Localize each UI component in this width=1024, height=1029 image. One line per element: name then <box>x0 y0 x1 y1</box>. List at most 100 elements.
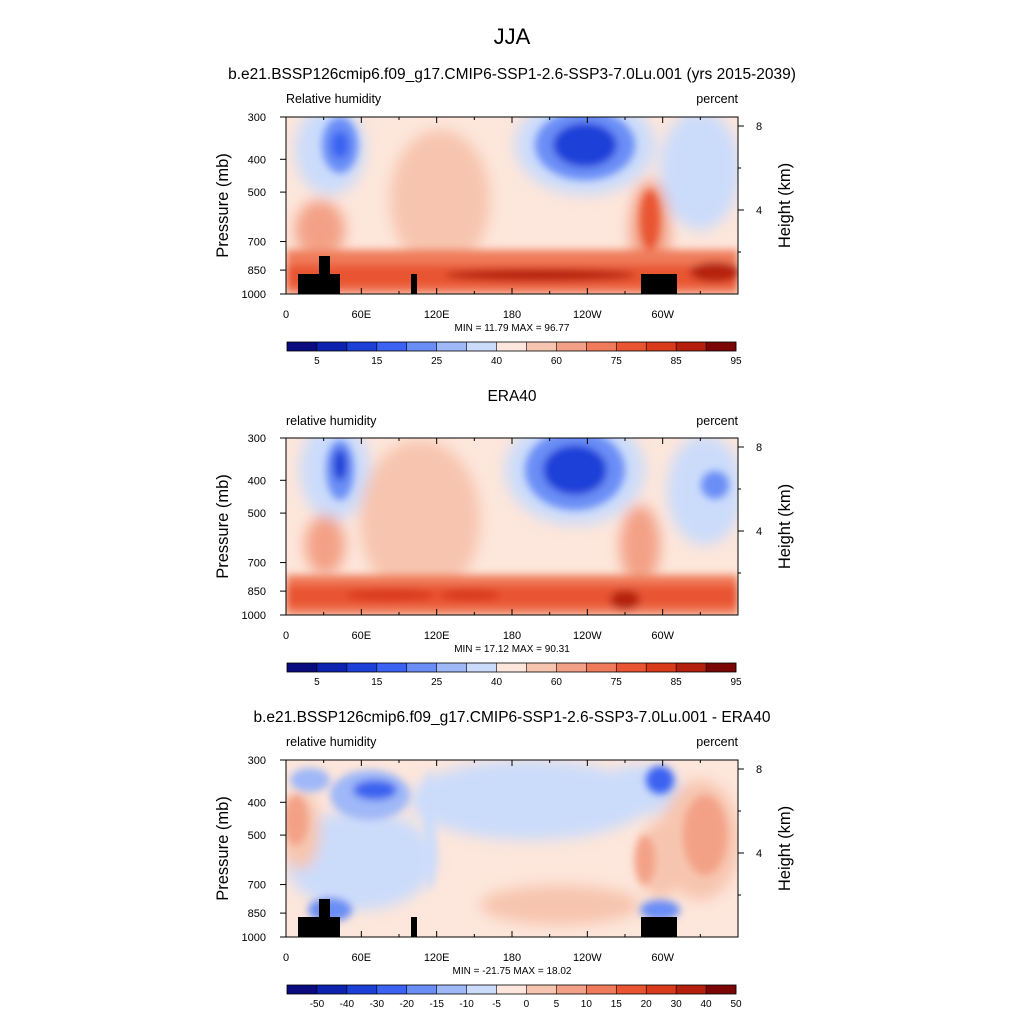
colorbar-label: 30 <box>671 999 683 1010</box>
panel-right-label: percent <box>696 92 738 106</box>
colorbar-swatch <box>406 663 437 672</box>
y-tick-label: 300 <box>248 433 266 445</box>
panel-left-label: relative humidity <box>286 735 377 749</box>
x-tick-label: 120W <box>573 309 602 321</box>
colorbar-swatch <box>376 663 408 672</box>
colorbar-swatch <box>346 663 378 672</box>
panel-difference: b.e21.BSSP126cmip6.f09_g17.CMIP6-SSP1-2.… <box>214 709 794 1010</box>
colorbar-swatch <box>526 342 557 351</box>
stats-label: MIN = 17.12 MAX = 90.31 <box>454 644 570 655</box>
panel-title: b.e21.BSSP126cmip6.f09_g17.CMIP6-SSP1-2.… <box>254 709 771 726</box>
y-tick-label: 1000 <box>242 932 266 944</box>
colorbar-swatch <box>496 663 527 672</box>
y-tick-label: 300 <box>248 755 266 767</box>
colorbar-swatch <box>616 663 647 672</box>
colorbar-label: 40 <box>491 677 503 688</box>
colorbar-swatch <box>436 342 467 351</box>
x-tick-label: 60E <box>352 309 372 321</box>
colorbar-swatch <box>376 985 408 994</box>
colorbar-swatch <box>706 342 737 351</box>
colorbar-label: 85 <box>671 356 683 367</box>
colorbar-swatch <box>466 985 497 994</box>
colorbar-swatch <box>616 985 647 994</box>
colorbar-swatch <box>346 985 378 994</box>
colorbar-label: -5 <box>492 999 501 1010</box>
y-tick-label: 1000 <box>242 289 266 301</box>
colorbar-frame <box>286 341 737 352</box>
colorbar-swatch <box>406 985 437 994</box>
colorbar-swatch <box>556 985 587 994</box>
y-tick-label: 850 <box>248 586 266 598</box>
colorbar-label: -10 <box>459 999 474 1010</box>
colorbar-swatch <box>436 663 467 672</box>
colorbar-swatch <box>646 663 677 672</box>
x-tick-label: 120W <box>573 630 602 642</box>
colorbar-swatch <box>466 663 497 672</box>
colorbar-label: 75 <box>611 356 623 367</box>
colorbar-swatch <box>586 342 617 351</box>
colorbar-swatch <box>526 663 557 672</box>
y-tick-label: 400 <box>248 797 266 809</box>
colorbar-label: 15 <box>371 677 383 688</box>
x-tick-label: 120E <box>424 309 450 321</box>
x-tick-label: 0 <box>283 309 289 321</box>
stats-label: MIN = 11.79 MAX = 96.77 <box>455 323 570 334</box>
y-tick-label: 850 <box>248 265 266 277</box>
contour-field <box>286 760 738 937</box>
x-tick-label: 60W <box>651 630 674 642</box>
y2-axis-title: Height (km) <box>776 163 794 248</box>
colorbar-swatch <box>586 663 617 672</box>
y-tick-label: 400 <box>248 475 266 487</box>
colorbar-swatch <box>496 985 527 994</box>
y2-tick-label: 8 <box>756 121 762 133</box>
x-tick-label: 180 <box>503 309 521 321</box>
x-tick-label: 180 <box>503 952 521 964</box>
colorbar-label: -50 <box>310 999 325 1010</box>
colorbar-swatch <box>556 663 587 672</box>
panel-left-label: relative humidity <box>286 414 377 428</box>
y-tick-label: 850 <box>248 908 266 920</box>
colorbar-label: 95 <box>730 356 742 367</box>
colorbar-swatch <box>526 985 557 994</box>
colorbar-swatch <box>466 342 497 351</box>
colorbar-label: 40 <box>701 999 713 1010</box>
y-axis-title: Pressure (mb) <box>214 153 232 258</box>
colorbar-swatch <box>346 342 378 351</box>
colorbar-label: -30 <box>370 999 385 1010</box>
colorbar-label: -20 <box>400 999 415 1010</box>
colorbar-swatch <box>287 985 318 994</box>
colorbar-swatch <box>406 342 437 351</box>
x-tick-label: 60E <box>352 630 372 642</box>
contour-field <box>286 438 738 615</box>
y2-tick-label: 8 <box>756 764 762 776</box>
y-axis-title: Pressure (mb) <box>214 474 232 579</box>
contour-field <box>286 117 738 294</box>
colorbar-swatch <box>376 342 408 351</box>
colorbar-label: 15 <box>371 356 383 367</box>
y2-axis-title: Height (km) <box>776 484 794 569</box>
colorbar-label: 40 <box>491 356 503 367</box>
y2-axis-title: Height (km) <box>776 806 794 891</box>
plot-axes: 0 60E 120E 180 120W 60W 300 400 500 700 850 1000 8 4 P… <box>214 112 794 321</box>
colorbar: 5 15 25 40 60 75 85 95 <box>286 662 742 688</box>
y-tick-label: 500 <box>248 187 266 199</box>
colorbar-label: 85 <box>671 677 683 688</box>
colorbar-swatch <box>287 663 318 672</box>
colorbar-label: 5 <box>314 356 320 367</box>
topography-mask <box>298 256 677 294</box>
y2-tick-label: 4 <box>756 848 762 860</box>
colorbar-swatch <box>586 985 617 994</box>
y-tick-label: 700 <box>248 237 266 249</box>
y2-tick-label: 4 <box>756 526 762 538</box>
y-tick-label: 300 <box>248 112 266 124</box>
panel-right-label: percent <box>696 414 738 428</box>
colorbar-swatch <box>316 342 348 351</box>
colorbar-swatch <box>646 985 677 994</box>
x-tick-label: 60W <box>651 309 674 321</box>
colorbar-label: 60 <box>551 677 563 688</box>
y-tick-label: 700 <box>248 880 266 892</box>
y-tick-label: 400 <box>248 154 266 166</box>
colorbar-frame <box>286 662 737 673</box>
x-tick-label: 180 <box>503 630 521 642</box>
